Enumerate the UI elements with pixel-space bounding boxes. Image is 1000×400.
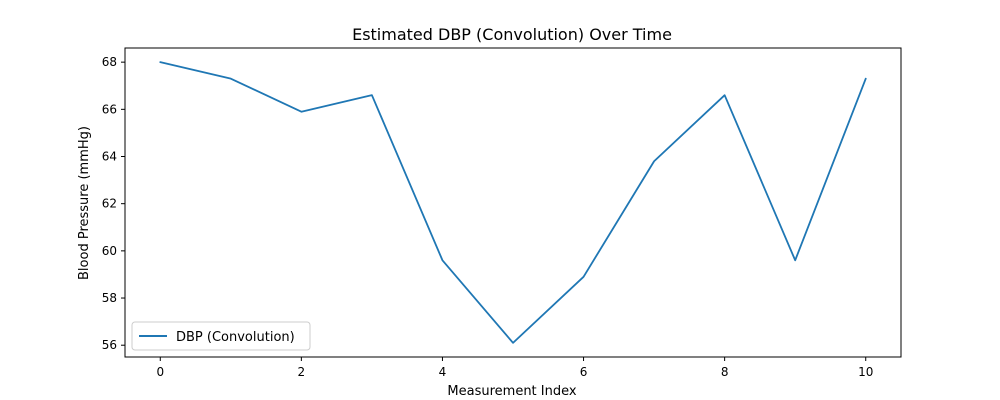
legend-label: DBP (Convolution) xyxy=(176,330,295,345)
chart-title: Estimated DBP (Convolution) Over Time xyxy=(352,25,672,44)
y-tick-label: 56 xyxy=(102,338,117,352)
y-tick-label: 60 xyxy=(102,244,117,258)
x-tick-label: 2 xyxy=(298,365,306,379)
plot-area-frame xyxy=(124,47,902,358)
x-tick-label: 10 xyxy=(858,365,873,379)
x-tick-label: 0 xyxy=(156,365,164,379)
y-tick-label: 64 xyxy=(102,150,117,164)
y-tick-label: 58 xyxy=(102,291,117,305)
x-axis-label: Measurement Index xyxy=(447,384,576,399)
series-line xyxy=(159,61,867,344)
x-axis: 0 2 4 6 8 10 xyxy=(156,357,873,379)
x-tick-label: 4 xyxy=(439,365,447,379)
x-tick-label: 6 xyxy=(580,365,588,379)
x-tick-label: 8 xyxy=(721,365,729,379)
legend-box xyxy=(131,321,311,351)
y-tick-label: 66 xyxy=(102,102,117,116)
y-tick-label: 62 xyxy=(102,197,117,211)
legend: DBP (Convolution) xyxy=(131,321,311,351)
series-layer xyxy=(159,61,867,344)
y-tick-label: 68 xyxy=(102,55,117,69)
y-axis-label: Blood Pressure (mmHg) xyxy=(77,126,92,280)
y-axis: 56 58 60 62 64 66 68 xyxy=(102,55,125,352)
